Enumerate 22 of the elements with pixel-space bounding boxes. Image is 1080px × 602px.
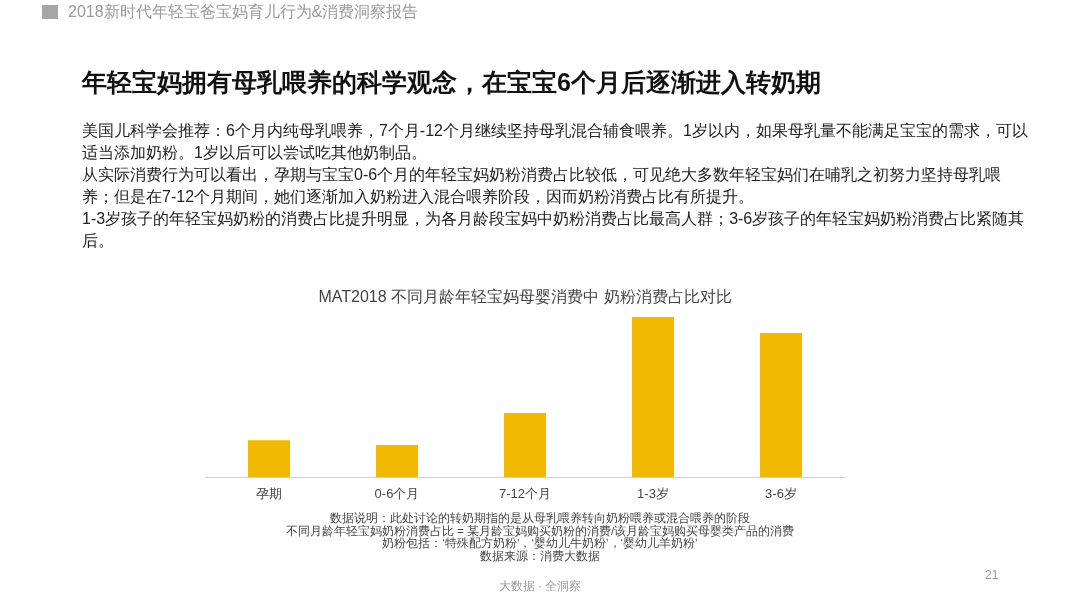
- text: 数据说明：此处讨论的转奶期指的是从母乳喂养转向奶粉喂养或混合喂养的阶段: [329, 512, 751, 524]
- text: 21: [985, 568, 999, 582]
- text: 2018新时代年轻宝爸宝妈育儿行为&消费洞察报告: [68, 2, 419, 22]
- text: 奶粉包括：‘特殊配方奶粉’，‘婴幼儿牛奶粉’，‘婴幼儿羊奶粉’: [382, 537, 698, 550]
- text: 1-3岁孩子的年轻宝妈奶粉的消费占比提升明显，为各月龄段宝妈中奶粉消费占比最高人群；3-6岁孩子的年轻宝妈奶粉消费占比紧随其后。: [82, 209, 1026, 251]
- x-tick-label: 0-6个月: [374, 485, 420, 501]
- text: 从实际消费行为可以看出，孕期与宝宝0-6个月的年轻宝妈奶粉消费占比较低，可见绝大多数年轻宝妈们在哺乳之初努力坚持母乳喂养；但是在7-12个月期间，她们逐渐加入奶粉进入混合喂养阶段，因而奶粉消费占比有所提升。: [82, 165, 1003, 207]
- x-tick-label: 7-12个月: [498, 485, 552, 501]
- text: 不同月龄年轻宝妈奶粉消费占比 = 某月龄宝妈购买奶粉的消费/该月龄宝妈购买母婴类产品的消费: [284, 524, 796, 537]
- x-tick-label: 孕期: [256, 485, 282, 501]
- chart-subtitle: MAT2018 不同月龄年轻宝妈母婴消费中 奶粉消费占比对比: [318, 288, 732, 305]
- bar: [248, 440, 290, 477]
- bar: [504, 413, 546, 477]
- x-tick-label: 3-6岁: [765, 485, 797, 501]
- text: 美国儿科学会推荐：6个月内纯母乳喂养，7个月-12个月继续坚持母乳混合辅食喂养。1岁以内，如果母乳量不能满足宝宝的需求，可以适当添加奶粉。1岁以后可以尝试吃其他奶制品。: [82, 121, 1029, 163]
- x-tick-label: 1-3岁: [637, 485, 669, 501]
- chart-title: 年轻宝妈拥有母乳喂养的科学观念，在宝宝6个月后逐渐进入转奶期: [82, 67, 821, 98]
- source-note: 数据来源：消费大数据: [479, 549, 601, 562]
- bar: [376, 445, 418, 477]
- bar: [632, 317, 674, 477]
- text: 大数据 · 全洞察: [497, 578, 583, 595]
- bar: [760, 333, 802, 477]
